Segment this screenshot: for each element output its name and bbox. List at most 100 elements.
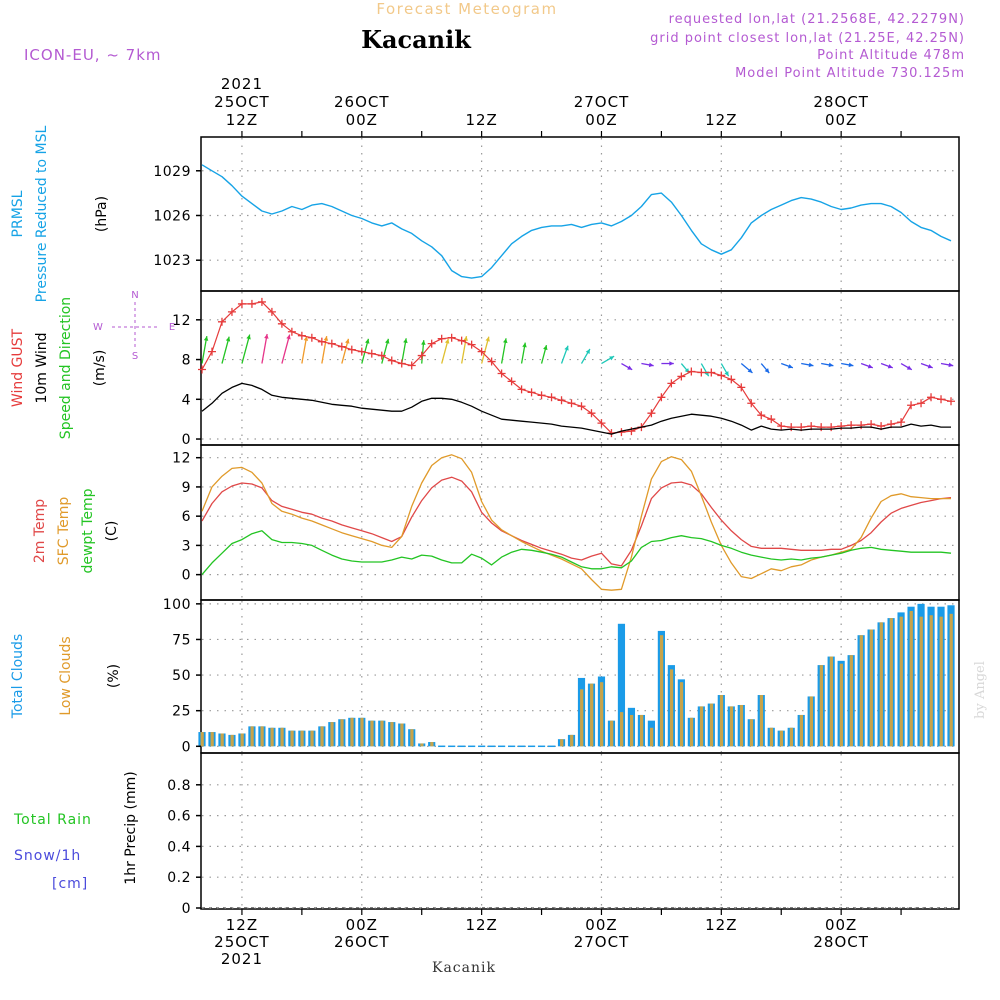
bottom-time-label: 26OCT (334, 933, 390, 951)
bottom-time-label: 2021 (221, 950, 263, 968)
wind-gust-marker (277, 319, 286, 328)
wind-direction-arrow (641, 362, 654, 368)
low-clouds-bar (939, 616, 943, 747)
wind-gust-marker (297, 331, 306, 340)
wind-gust-marker (777, 422, 786, 431)
low-clouds-bar (789, 727, 794, 747)
top-time-label: 00Z (346, 111, 378, 129)
wind-gust-marker (387, 356, 396, 365)
wind-gust-line (201, 301, 952, 434)
wind-gust-marker (397, 359, 406, 368)
compass-east: E (169, 322, 175, 333)
low-clouds-bar (600, 682, 604, 747)
low-clouds-bar (560, 739, 564, 747)
low-clouds-bar (230, 734, 234, 747)
total-clouds-bar (617, 623, 626, 747)
temp-2m-line (201, 476, 952, 567)
supertitle: Forecast Meteogram (376, 0, 557, 18)
top-time-label: 25OCT (214, 93, 270, 111)
wind-gust-marker (947, 397, 956, 406)
low-clouds-bar (580, 689, 584, 747)
low-clouds-bar (300, 730, 304, 747)
wind-gust-marker (317, 337, 326, 346)
low-clouds-bar (929, 615, 933, 747)
low-clouds-bar (649, 727, 654, 747)
low-clouds-bar (809, 696, 813, 747)
pressure-ytick-label: 1023 (153, 253, 191, 269)
temp-label-sfc: SFC Temp (56, 497, 72, 566)
bottom-time-label: 25OCT (214, 933, 270, 951)
wind-label-gust: Wind GUST (10, 328, 26, 407)
low-clouds-bar (719, 695, 724, 747)
wind-direction-arrow (880, 362, 893, 369)
panel-frames (200, 136, 960, 910)
low-clouds-bar (779, 730, 784, 747)
wind-gust-marker (647, 409, 656, 418)
temp-ytick-label: 3 (182, 538, 191, 554)
wind-gust-marker (837, 422, 846, 431)
top-time-label: 28OCT (813, 93, 869, 111)
wind-gust-marker (747, 399, 756, 408)
low-clouds-bar (669, 669, 674, 747)
wind-ytick-label: 8 (182, 353, 191, 369)
wind-gust-marker (198, 365, 206, 374)
pressure-ytick-label: 1029 (153, 164, 191, 180)
low-clouds-bar (420, 743, 424, 747)
wind-gust-marker (917, 399, 926, 408)
wind-direction-arrow (461, 336, 468, 364)
pressure-ytick-label: 1026 (153, 208, 191, 224)
wind-gust-marker (377, 351, 386, 360)
low-clouds-bar (620, 712, 624, 747)
low-clouds-bar (320, 726, 324, 747)
wind-gust-marker (537, 391, 546, 400)
pressure-label-2: Pressure Reduced to MSL (34, 125, 50, 302)
wind-direction-arrow (661, 361, 674, 366)
wind-gust-marker (467, 340, 476, 349)
bottom-time-label: 28OCT (813, 933, 869, 951)
top-time-label: 27OCT (574, 93, 630, 111)
wind-gust-marker (697, 368, 706, 377)
precip-panel-labels: Total Rain Snow/1h [cm] 1hr Precip (mm) (13, 771, 139, 892)
low-clouds-bar (360, 717, 364, 747)
low-clouds-bar (260, 726, 264, 747)
wind-gust-marker (857, 421, 866, 430)
clouds-ytick-label: 75 (172, 632, 191, 648)
low-clouds-bar (400, 723, 404, 747)
clouds-ytick-label: 50 (172, 668, 191, 684)
low-clouds-bar (270, 727, 274, 747)
precip-ytick-label: 0.2 (167, 870, 191, 886)
precip-label-snow: Snow/1h (14, 848, 81, 864)
temp-ytick-label: 12 (172, 451, 191, 467)
precip-ytick-label: 0.8 (167, 778, 191, 794)
wind-gust-marker (337, 342, 346, 351)
top-time-label: 2021 (221, 75, 263, 93)
low-clouds-bar (749, 719, 754, 747)
low-clouds-bar (889, 618, 893, 747)
wind-direction-arrow (940, 362, 954, 368)
wind-gust-marker (487, 357, 496, 366)
model-point-altitude: Model Point Altitude 730.125m (735, 66, 965, 81)
pressure-panel-frame (200, 136, 960, 292)
wind-direction-arrow (241, 334, 251, 364)
top-time-label: 12Z (226, 111, 258, 129)
wind-gust-marker (207, 347, 216, 356)
point-altitude: Point Altitude 478m (817, 48, 965, 63)
wind-gust-marker (557, 396, 566, 405)
wind-direction-arrow (261, 333, 269, 364)
low-clouds-bar (919, 616, 923, 747)
wind-10m-line (201, 382, 951, 435)
wind-direction-arrow (321, 336, 329, 364)
wind-direction-arrow (481, 336, 490, 364)
temp-dewpt-line (201, 530, 952, 576)
compass-south: S (132, 351, 138, 362)
wind-direction-arrow (900, 362, 913, 371)
wind-direction-arrow (301, 336, 309, 364)
temp-label-dewpt: dewpt Temp (80, 488, 96, 573)
low-clouds-bar (430, 742, 434, 747)
low-clouds-bar (829, 656, 833, 747)
low-clouds-bar (340, 719, 344, 747)
clouds-label-low: Low Clouds (58, 636, 74, 715)
low-clouds-bar (240, 733, 244, 747)
wind-direction-arrow (621, 362, 633, 371)
low-clouds-bar (689, 717, 694, 747)
